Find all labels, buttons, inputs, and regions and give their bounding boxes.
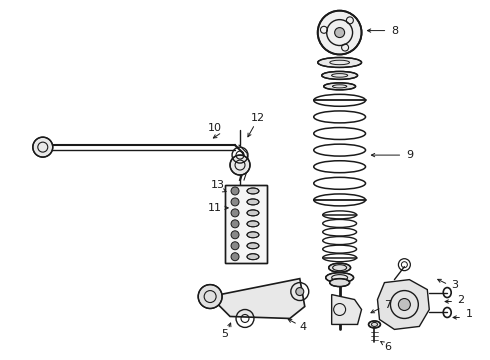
Ellipse shape	[324, 83, 356, 90]
Circle shape	[231, 220, 239, 228]
Polygon shape	[377, 280, 429, 329]
Circle shape	[231, 187, 239, 195]
Ellipse shape	[247, 243, 259, 249]
Ellipse shape	[330, 279, 349, 287]
Bar	[225, 185, 267, 263]
Text: 7: 7	[384, 300, 391, 310]
Text: 9: 9	[406, 150, 413, 160]
Ellipse shape	[322, 71, 358, 80]
Text: 4: 4	[299, 323, 306, 332]
Circle shape	[318, 11, 362, 54]
Text: 6: 6	[384, 342, 391, 352]
Circle shape	[231, 231, 239, 239]
Circle shape	[198, 285, 222, 309]
Circle shape	[398, 298, 410, 310]
Ellipse shape	[247, 232, 259, 238]
Text: 10: 10	[208, 123, 222, 133]
Ellipse shape	[247, 210, 259, 216]
Polygon shape	[210, 279, 305, 319]
Text: 12: 12	[251, 113, 265, 123]
Ellipse shape	[368, 321, 380, 328]
Polygon shape	[332, 294, 362, 324]
Text: 8: 8	[391, 26, 398, 36]
Circle shape	[33, 137, 53, 157]
Circle shape	[296, 288, 304, 296]
Ellipse shape	[326, 273, 354, 283]
Ellipse shape	[247, 221, 259, 227]
Text: 13: 13	[211, 180, 225, 190]
Text: 3: 3	[451, 280, 458, 289]
Text: 11: 11	[208, 203, 222, 213]
Ellipse shape	[329, 263, 350, 272]
Text: 5: 5	[221, 329, 228, 339]
Text: 1: 1	[466, 310, 473, 319]
Ellipse shape	[318, 58, 362, 67]
Circle shape	[230, 155, 250, 175]
Circle shape	[232, 202, 248, 218]
Circle shape	[335, 28, 344, 37]
Circle shape	[231, 209, 239, 217]
Ellipse shape	[247, 199, 259, 205]
Ellipse shape	[247, 188, 259, 194]
Bar	[225, 185, 267, 263]
Circle shape	[231, 253, 239, 261]
Circle shape	[231, 242, 239, 250]
Ellipse shape	[247, 254, 259, 260]
Text: 2: 2	[458, 294, 465, 305]
Circle shape	[231, 198, 239, 206]
